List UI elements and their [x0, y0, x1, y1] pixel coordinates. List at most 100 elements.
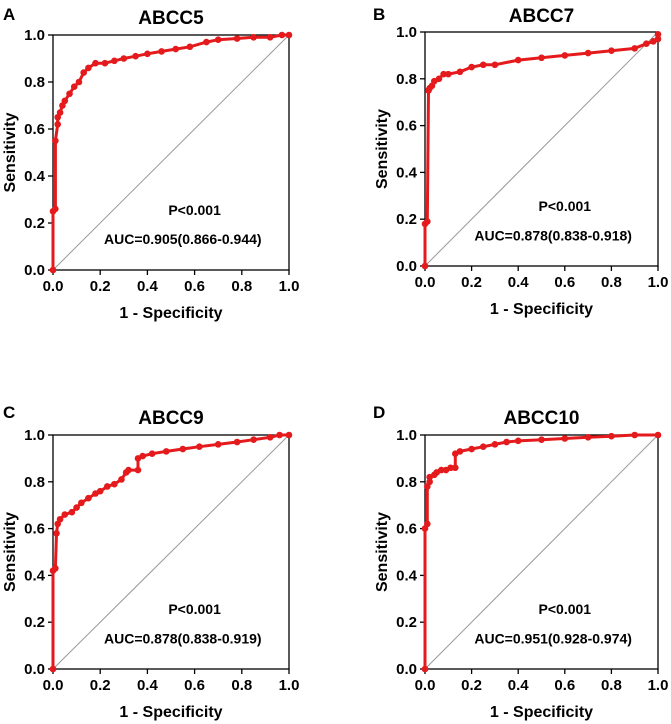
roc-point: [654, 31, 662, 38]
roc-point: [196, 443, 203, 451]
auc-label: AUC=0.878(0.838-0.919): [104, 630, 262, 646]
roc-point: [61, 511, 69, 518]
y-tick-label: 1.0: [24, 427, 45, 444]
roc-point: [424, 520, 431, 528]
reference-diagonal: [52, 34, 290, 271]
roc-point: [266, 34, 274, 41]
roc-point: [491, 441, 499, 448]
x-tick-label: 0.8: [601, 677, 622, 694]
x-tick-label: 1.0: [279, 278, 300, 295]
roc-point: [53, 529, 60, 537]
roc-point: [49, 665, 57, 673]
x-tick-label: 0.2: [90, 278, 111, 295]
x-tick-label: 0.0: [43, 677, 64, 694]
x-axis-label: 1 - Specificity: [490, 704, 593, 721]
roc-point: [54, 121, 62, 128]
x-tick-label: 0.4: [137, 278, 159, 295]
roc-point: [162, 448, 170, 455]
roc-point: [85, 494, 92, 502]
roc-point: [125, 466, 132, 474]
y-tick-label: 0.8: [24, 474, 45, 491]
p-value-label: P<0.001: [168, 202, 221, 218]
panel-c: C ABCC9 0.00.0 0.2 0.2 0.4 0.4 0.6 0.6 0.8 0.8 1.0 1…: [2, 403, 299, 721]
reference-diagonal: [424, 31, 659, 267]
y-axis-label: Sensitivity: [2, 112, 19, 192]
roc-point: [85, 64, 92, 72]
roc-point: [132, 52, 139, 60]
roc-point: [49, 266, 57, 274]
x-tick-label: 0.2: [461, 677, 482, 694]
y-tick-label: 0.2: [24, 215, 45, 232]
roc-point: [643, 40, 650, 47]
panel-title: ABCC7: [509, 6, 574, 27]
y-tick-label: 0.4: [24, 168, 46, 185]
roc-point: [101, 59, 109, 67]
panel-letter: D: [373, 403, 385, 422]
panel-b: B ABCC7 0.00.0 0.2 0.2 0.4 0.4 0.6 0.6 0.8 0.8 1.0 1…: [373, 5, 668, 318]
y-axis-label: Sensitivity: [374, 109, 391, 189]
y-tick-label: 0.6: [396, 521, 417, 538]
roc-point: [424, 218, 431, 225]
x-tick-label: 0.4: [137, 677, 159, 694]
x-tick-label: 0.8: [231, 278, 252, 295]
roc-point: [134, 466, 142, 474]
roc-point: [118, 476, 125, 483]
x-tick-label: 0.4: [508, 274, 530, 291]
y-tick-label: 0.8: [396, 71, 417, 88]
roc-point: [608, 47, 615, 55]
roc-point: [92, 59, 99, 67]
x-axis-label: 1 - Specificity: [119, 305, 222, 322]
roc-point: [654, 431, 662, 439]
roc-point: [52, 205, 59, 213]
y-tick-label: 0.0: [24, 661, 45, 678]
y-tick-label: 0.0: [24, 262, 45, 279]
y-tick-label: 0.0: [396, 661, 417, 678]
roc-point: [56, 515, 64, 523]
roc-point: [468, 63, 475, 71]
plot-frame: [52, 434, 290, 670]
plot-frame: [424, 31, 659, 267]
y-tick-label: 0.2: [24, 614, 45, 631]
roc-point: [233, 35, 241, 42]
roc-point: [631, 431, 638, 439]
panel-letter: A: [3, 5, 15, 24]
x-tick-label: 0.6: [184, 677, 205, 694]
reference-diagonal: [424, 434, 659, 670]
roc-point: [250, 436, 257, 443]
roc-point: [52, 565, 59, 572]
y-tick-label: 0.4: [396, 164, 418, 181]
panel-d: D ABCC10 0.00.0 0.2 0.2 0.4 0.4 0.6 0.6 0.8 0.8 1.0…: [373, 403, 668, 721]
x-tick-label: 0.0: [43, 278, 64, 295]
roc-point: [73, 504, 80, 511]
x-tick-label: 0.2: [461, 274, 482, 291]
y-tick-label: 0.4: [24, 567, 46, 584]
roc-point: [435, 75, 443, 83]
roc-point: [276, 431, 283, 439]
roc-point: [285, 431, 293, 439]
roc-point: [538, 54, 545, 62]
y-tick-label: 0.6: [396, 118, 417, 135]
auc-label: AUC=0.951(0.928-0.974): [474, 630, 632, 646]
roc-point: [96, 487, 104, 495]
roc-point: [111, 57, 118, 65]
auc-label: AUC=0.905(0.866-0.944): [104, 231, 262, 247]
roc-point: [608, 432, 615, 440]
roc-point: [440, 70, 447, 78]
panel-letter: B: [373, 5, 385, 24]
roc-point: [66, 90, 73, 98]
y-tick-label: 0.6: [24, 521, 45, 538]
x-tick-label: 0.6: [554, 677, 575, 694]
roc-point: [203, 38, 210, 46]
roc-point: [120, 55, 128, 62]
roc-point: [56, 109, 64, 116]
roc-point: [538, 436, 545, 443]
p-value-label: P<0.001: [168, 601, 221, 617]
roc-point: [250, 34, 257, 41]
roc-point: [75, 78, 83, 86]
roc-point: [514, 56, 522, 64]
x-tick-label: 0.8: [231, 677, 252, 694]
roc-point: [421, 262, 429, 270]
y-tick-label: 0.2: [396, 614, 417, 631]
y-tick-label: 0.2: [396, 211, 417, 228]
roc-point: [514, 437, 522, 445]
